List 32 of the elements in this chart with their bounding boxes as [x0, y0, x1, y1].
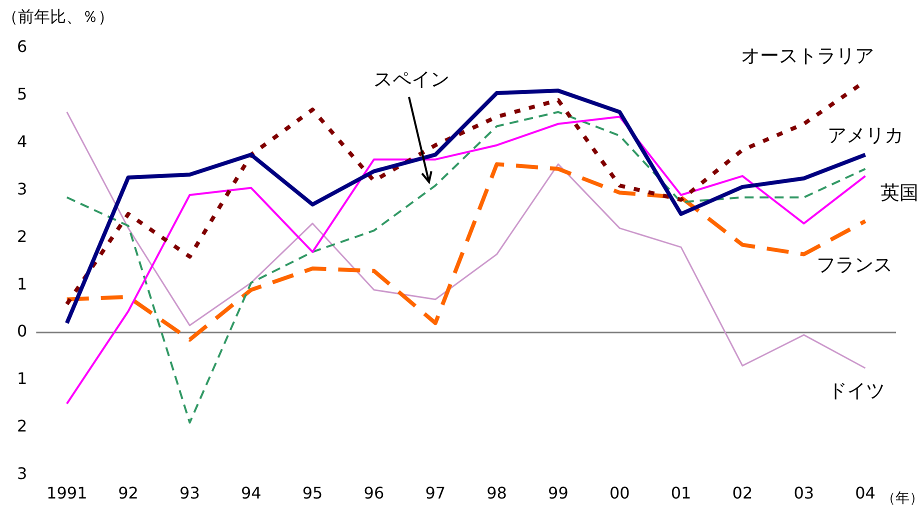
- series-label: フランス: [816, 254, 892, 276]
- y-tick-label: 0: [16, 322, 28, 341]
- y-tick-label: 3: [16, 179, 28, 198]
- y-tick-label: 1: [16, 369, 28, 388]
- x-tick-label: 96: [364, 484, 384, 503]
- y-tick-label: 3: [16, 464, 28, 483]
- x-tick-label: 03: [794, 484, 814, 503]
- y-tick-label: 6: [16, 37, 28, 56]
- x-tick-label: 99: [548, 484, 568, 503]
- series-label: ドイツ: [828, 380, 885, 402]
- y-tick-label: 5: [16, 84, 28, 104]
- y-tick-label: 2: [16, 416, 28, 436]
- text: スペイン: [373, 68, 450, 90]
- x-tick-label: 00: [609, 484, 630, 503]
- x-tick-label: 94: [240, 484, 262, 503]
- x-tick-label: 93: [180, 484, 200, 503]
- x-tick-label: 95: [302, 484, 323, 503]
- series-label: 英国: [880, 182, 918, 204]
- series-label: アメリカ: [827, 124, 904, 147]
- series-label: オーストラリア: [740, 45, 874, 68]
- x-tick-label: 02: [732, 484, 753, 503]
- y-tick-label: 2: [16, 226, 28, 246]
- x-axis-title: （年）: [881, 490, 924, 506]
- x-tick-label: 97: [425, 484, 446, 503]
- y-tick-label: 4: [16, 132, 28, 151]
- x-tick-label: 1991: [46, 484, 88, 503]
- x-tick-label: 01: [670, 484, 692, 503]
- y-axis-title: （前年比、％）: [2, 7, 114, 26]
- y-tick-label: 1: [16, 274, 28, 294]
- x-tick-label: 04: [855, 484, 876, 503]
- x-tick-label: 98: [486, 484, 507, 503]
- x-tick-label: 92: [118, 484, 138, 503]
